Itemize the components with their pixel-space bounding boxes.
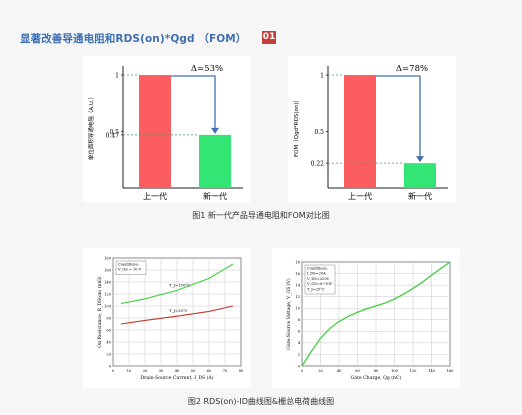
fom-bar-1 <box>344 75 376 188</box>
bar-chart-panel-fom: 上一代 新一代 1 0.5 0.22 Δ=78% FOM（Qgd*RDS(on)） <box>288 56 456 202</box>
rdson-y-tick-label-9: 160 <box>104 268 112 272</box>
resistance-delta-arrowhead <box>211 127 219 134</box>
line-chart-panel-rdson: 0 10 20 30 40 50 60 70 80 0 20 40 60 80 100 120 140 160 18… <box>83 248 251 388</box>
rdson-y-tick-label-2: 20 <box>106 352 111 356</box>
rdson-series-line-2 <box>120 305 234 325</box>
gate-charge-x-tick-label-2: 20 <box>318 369 323 373</box>
gate-charge-y-tick-label-7: 12 <box>295 295 300 299</box>
fom-y-tick-label-2: 0.5 <box>314 129 324 136</box>
fom-delta-arrow <box>376 75 421 158</box>
rdson-y-tick-label-5: 80 <box>106 316 111 320</box>
gate-charge-y-tick-label-4: 6 <box>298 330 301 334</box>
fom-x-tick-label-1: 上一代 <box>348 191 372 201</box>
gate-charge-condition-2: I_DS=20A <box>307 272 326 276</box>
gate-charge-condition-4: V_GS=0~10V <box>306 282 333 286</box>
resistance-y-tick-label-1: 1 <box>115 73 119 80</box>
rdson-x-tick-label-6: 50 <box>191 369 196 373</box>
fom-y-tick-label-1: 1 <box>320 73 324 80</box>
rdson-x-tick-label-9: 80 <box>239 369 244 373</box>
gate-charge-x-tick-label-5: 80 <box>374 369 379 373</box>
rdson-x-tick-label-8: 70 <box>223 369 228 373</box>
gate-charge-condition-5: T_J=25°C <box>307 287 325 291</box>
gate-charge-y-tick-label-3: 4 <box>298 341 301 345</box>
rdson-condition-2: V_GS = 10 V <box>117 268 142 272</box>
rdson-x-tick-label-3: 20 <box>143 369 148 373</box>
bar-chart-resistance: 上一代 新一代 1 0.50.47 Δ=53% 单位面积导通电阻（A.U.） <box>87 64 243 201</box>
fom-y-axis-label: FOM（Qgd*RDS(on)） <box>293 97 300 157</box>
resistance-x-tick-label-1: 上一代 <box>143 191 167 201</box>
fom-y-tick-label-3: 0.22 <box>311 161 325 168</box>
rdson-y-tick-label-10: 180 <box>104 256 112 260</box>
resistance-y-tick-label-3: 0.47 <box>106 132 120 139</box>
fom-x-tick-label-2: 新一代 <box>408 191 432 201</box>
line-chart-rdson-id: 0 10 20 30 40 50 60 70 80 0 20 40 60 80 100 120 140 160 18… <box>96 256 244 381</box>
gate-charge-y-axis-label: Gate-Source Voltage, V_GS (V) <box>285 278 292 350</box>
gate-charge-x-tick-label-7: 120 <box>410 369 418 373</box>
rdson-y-tick-label-7: 120 <box>104 292 112 296</box>
gate-charge-y-tick-label-1: 0 <box>298 364 301 368</box>
gate-charge-series-line-1 <box>301 261 451 367</box>
gate-charge-x-tick-label-4: 60 <box>355 369 360 373</box>
rdson-y-tick-label-3: 40 <box>106 340 111 344</box>
rdson-y-tick-label-6: 100 <box>104 304 112 308</box>
rdson-y-tick-label-4: 60 <box>106 328 111 332</box>
line-chart-panel-gate-charge: 0 20 40 60 80 100 120 140 160 0 2 4 6 8 10 12 14 16 18 Gate… <box>272 248 460 388</box>
gate-charge-y-tick-label-5: 8 <box>298 318 301 322</box>
resistance-bar-1 <box>139 75 171 188</box>
fom-bar-2 <box>404 163 436 188</box>
resistance-y-axis-label: 单位面积导通电阻（A.U.） <box>87 94 95 160</box>
gate-charge-x-tick-label-3: 40 <box>337 369 342 373</box>
resistance-y-tick-label-2: 0.5 <box>109 129 119 136</box>
rdson-conditions-box <box>115 260 147 275</box>
gate-charge-y-tick-label-8: 14 <box>295 283 300 287</box>
line-chart-gate-charge: 0 20 40 60 80 100 120 140 160 0 2 4 6 8 10 12 14 16 18 Gate… <box>285 260 455 381</box>
resistance-bar-2 <box>199 134 231 188</box>
rdson-series-label-2: T_J=25°C <box>169 308 188 313</box>
section-badge: 01 <box>262 31 276 44</box>
gate-charge-condition-1: Conditions: <box>307 267 328 271</box>
gate-charge-x-tick-label-6: 100 <box>391 369 399 373</box>
gate-charge-conditions-box <box>304 264 336 295</box>
gate-charge-y-tick-label-2: 2 <box>298 353 300 357</box>
gate-charge-y-tick-label-10: 18 <box>295 260 300 264</box>
section-heading: 显著改善导通电阻和RDS(on)*Qgd （FOM） <box>20 33 247 45</box>
gate-charge-x-tick-label-9: 160 <box>447 369 455 373</box>
fom-delta-arrowhead <box>416 156 424 163</box>
bar-chart-fom: 上一代 新一代 1 0.5 0.22 Δ=78% FOM（Qgd*RDS(on)） <box>293 64 448 201</box>
rdson-x-tick-label-2: 10 <box>127 369 132 373</box>
rdson-x-tick-label-5: 40 <box>175 369 180 373</box>
fom-delta-label: Δ=78% <box>396 64 428 74</box>
gate-charge-x-axis-label: Gate Charge, Qg (nC) <box>351 374 402 381</box>
rdson-y-axis-label: On Resistance, R_DS(on) (mΩ) <box>96 276 103 348</box>
rdson-x-tick-label-1: 0 <box>112 369 115 373</box>
gate-charge-x-tick-label-1: 0 <box>301 369 304 373</box>
rdson-series-line-1 <box>120 263 234 305</box>
rdson-x-axis-label: Drain-Source Current, I_DS (A) <box>140 374 213 381</box>
rdson-condition-1: Conditions: <box>118 263 139 267</box>
gate-charge-y-tick-label-6: 10 <box>295 307 300 311</box>
resistance-delta-arrow <box>171 75 216 129</box>
gate-charge-y-tick-label-9: 16 <box>295 272 300 276</box>
rdson-y-tick-label-1: 0 <box>109 364 112 368</box>
figure2-caption: 图2 RDS(on)-ID曲线图&栅总电荷曲线图 <box>187 397 335 406</box>
rdson-y-tick-label-8: 140 <box>104 280 112 284</box>
rdson-series-label-1: T_J=150°C <box>169 282 190 287</box>
figure1-caption: 图1 新一代产品导通电阻和FOM对比图 <box>192 211 330 220</box>
gate-charge-x-tick-label-8: 140 <box>428 369 436 373</box>
rdson-x-tick-label-7: 60 <box>207 369 212 373</box>
resistance-x-tick-label-2: 新一代 <box>203 191 227 201</box>
resistance-delta-label: Δ=53% <box>191 64 223 74</box>
gate-charge-condition-3: V_DS=320V <box>306 277 330 281</box>
bar-chart-panel-resistance: 上一代 新一代 1 0.5 0.47 Δ=53% 单位面积导通电阻（A.U.） <box>83 56 251 202</box>
rdson-x-tick-label-4: 30 <box>159 369 164 373</box>
